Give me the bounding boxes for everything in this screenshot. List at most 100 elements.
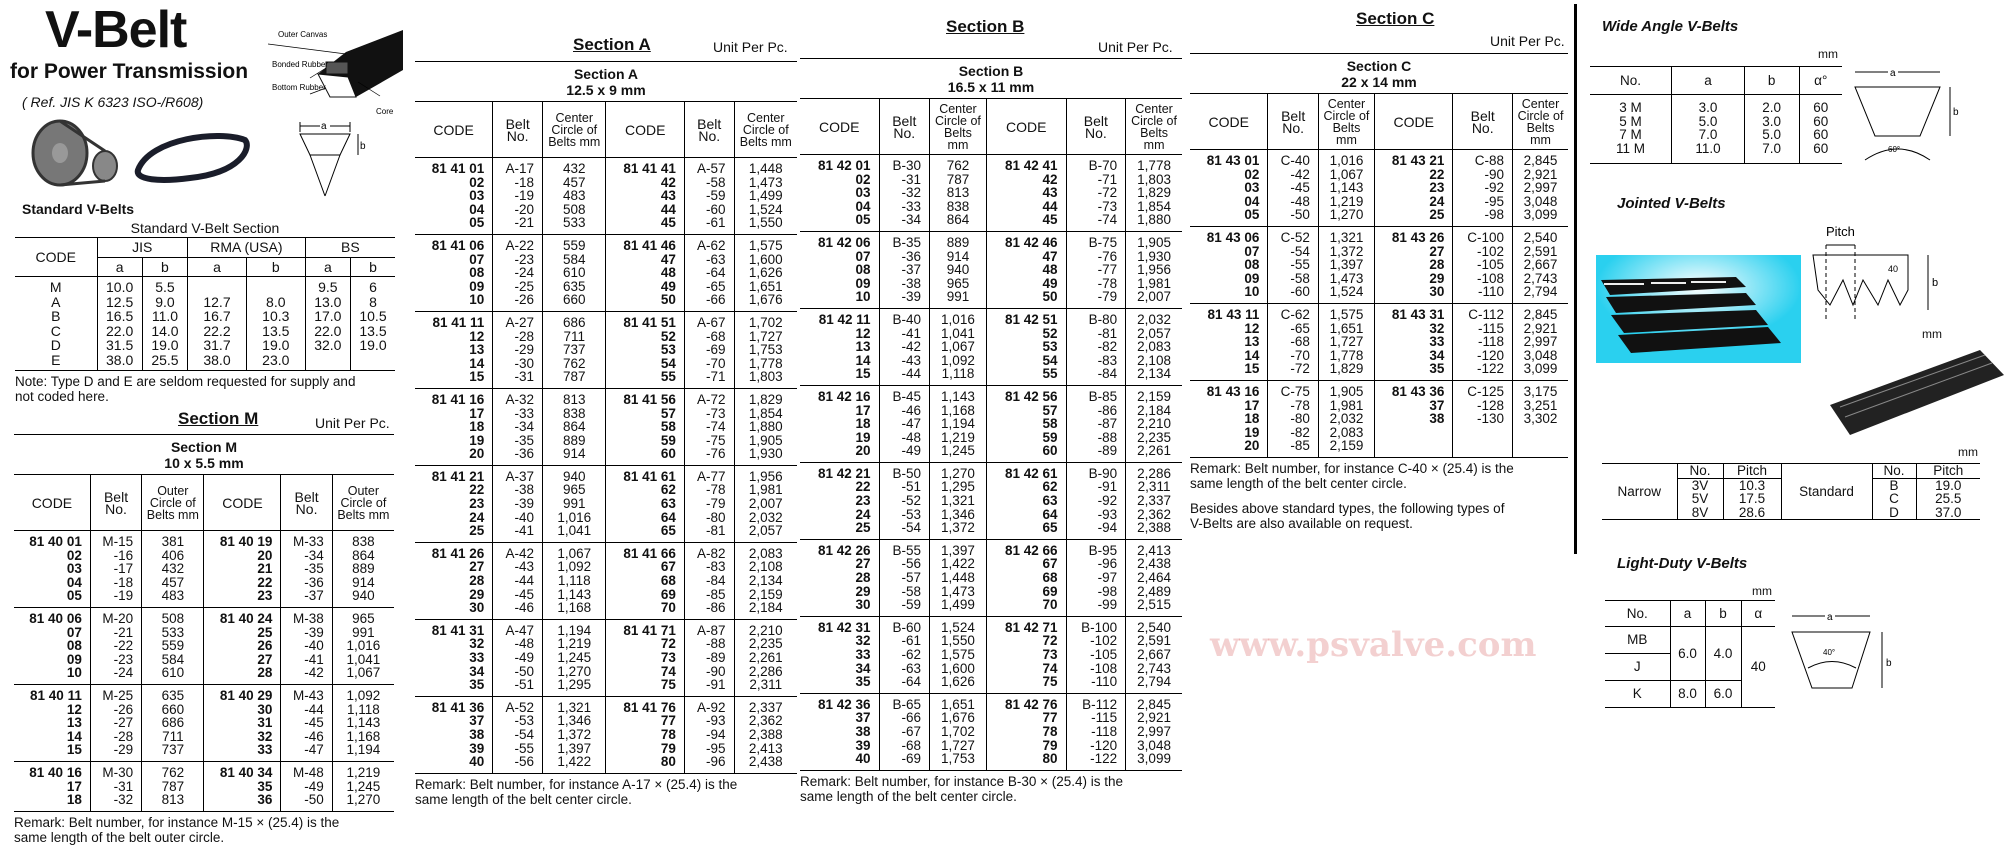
length-mm: 838 bbox=[946, 198, 970, 214]
belt-no: C-112 bbox=[1468, 306, 1504, 322]
narrow-cells: 10.3 17.5 28.6 bbox=[1723, 478, 1782, 520]
belt-no: -38 bbox=[514, 482, 534, 498]
table-row-group: 81 43 01 02 03 04 05 C-40 -42 -45 -48 -50 1,016 1,0… bbox=[1190, 149, 1568, 227]
code: 69 bbox=[660, 586, 676, 602]
code: 81 40 34 bbox=[219, 764, 273, 780]
belt-no: C-100 bbox=[1467, 229, 1504, 245]
length-mm: 686 bbox=[562, 314, 586, 330]
code: 37 bbox=[1429, 397, 1445, 413]
length-mm: 483 bbox=[161, 588, 185, 604]
length-mm: 2,134 bbox=[748, 573, 783, 589]
section-a-heading: Section A bbox=[573, 35, 651, 54]
code: 81 43 21 bbox=[1391, 153, 1445, 168]
code: 08 bbox=[1244, 257, 1260, 273]
jointed-pitch-table: Narrow No. Pitch Standard No. Pitch 3V 5V… bbox=[1602, 463, 1980, 520]
length-mm: 711 bbox=[162, 728, 184, 744]
code: 33 bbox=[855, 647, 871, 662]
belt-no: A-92 bbox=[697, 699, 726, 715]
code: 24 bbox=[855, 506, 871, 522]
table-row-group: 81 42 36 37 38 39 40 B-65 -66 -67 -68 -69 1,651 1,6… bbox=[800, 693, 1182, 771]
section-a-table: Section A 12.5 x 9 mm CODE Belt No. Center … bbox=[415, 61, 797, 774]
belt-no: B-80 bbox=[1088, 311, 1118, 327]
belt-no: -95 bbox=[706, 740, 726, 756]
belt-no: B-100 bbox=[1081, 619, 1118, 635]
label-angle: 40 bbox=[1888, 264, 1898, 274]
code: 22 bbox=[257, 574, 273, 590]
length-mm: 1,829 bbox=[748, 391, 783, 407]
code: 77 bbox=[660, 713, 676, 729]
length-mm: 1,194 bbox=[941, 416, 975, 432]
length-mm: 1,270 bbox=[941, 465, 975, 481]
length-mm: 1,245 bbox=[941, 443, 975, 459]
belt-no: -37 bbox=[304, 588, 324, 604]
code: 81 40 16 bbox=[29, 764, 82, 780]
belt-no: -29 bbox=[514, 342, 534, 358]
belt-no: -36 bbox=[514, 446, 534, 462]
belt-no: -80 bbox=[706, 509, 726, 525]
length-mm: 1,651 bbox=[1329, 320, 1364, 336]
cell: 37.0 bbox=[1935, 504, 1962, 520]
cell: 10.5 bbox=[359, 308, 387, 324]
code: 67 bbox=[660, 559, 676, 575]
code: 81 40 01 bbox=[29, 534, 82, 549]
length-mm: 1,346 bbox=[557, 713, 592, 729]
length-mm: 864 bbox=[946, 212, 970, 228]
belt-no: -59 bbox=[901, 597, 921, 613]
cell: 5.5 bbox=[155, 279, 175, 295]
belt-no: -76 bbox=[706, 446, 726, 462]
belt-no: -75 bbox=[706, 432, 726, 448]
length-mm: 2,438 bbox=[1137, 556, 1171, 572]
belt-no: -108 bbox=[1090, 660, 1118, 676]
code: 20 bbox=[1244, 438, 1260, 454]
belt-no: -70 bbox=[706, 355, 726, 371]
cell: 16.7 bbox=[203, 308, 231, 324]
length-mm: 584 bbox=[562, 251, 586, 267]
belt-no: -102 bbox=[1090, 633, 1118, 649]
belt-no: -56 bbox=[514, 754, 534, 770]
length-mm: 914 bbox=[946, 248, 970, 264]
length-mm: 889 bbox=[562, 432, 586, 448]
section-m-unit: Unit Per Pc. bbox=[315, 415, 390, 431]
table-row-group: 81 42 06 07 08 09 10 B-35 -36 -37 -38 -39 889 914 94… bbox=[800, 231, 1182, 309]
length-mm: 1,727 bbox=[748, 328, 783, 344]
code: 09 bbox=[855, 275, 871, 291]
code: 58 bbox=[660, 419, 676, 435]
length-mm: 1,727 bbox=[941, 737, 975, 753]
belt-no: -76 bbox=[1097, 248, 1118, 264]
code: 81 43 36 bbox=[1391, 383, 1445, 399]
code: 14 bbox=[469, 355, 485, 371]
code: 31 bbox=[257, 715, 273, 731]
code: 27 bbox=[1429, 243, 1445, 259]
watermark: www.psvalve.com bbox=[1210, 625, 1537, 665]
length-mm: 432 bbox=[562, 161, 586, 176]
code: 05 bbox=[1244, 207, 1260, 223]
cell: 60 bbox=[1813, 113, 1829, 129]
length-mm: 2,921 bbox=[1137, 710, 1171, 726]
belt-no: -55 bbox=[514, 740, 534, 756]
col-pitch: Pitch bbox=[1916, 463, 1980, 479]
cell: 8.0 bbox=[266, 293, 286, 310]
jointed-belt-image bbox=[1596, 255, 1801, 363]
cell-a: 8.0 bbox=[1670, 680, 1706, 708]
belt-no: -88 bbox=[1097, 429, 1118, 445]
code: 72 bbox=[660, 636, 676, 652]
belt-no: -79 bbox=[1097, 289, 1118, 305]
cell: D bbox=[50, 337, 61, 353]
belt-no: -72 bbox=[1290, 361, 1310, 377]
label-angle: 40° bbox=[1823, 648, 1835, 657]
belt-no: -58 bbox=[1290, 270, 1310, 286]
belt-no: -96 bbox=[706, 754, 726, 770]
standard-cells: 19.0 25.5 37.0 bbox=[1916, 478, 1980, 520]
belt-no: B-70 bbox=[1088, 158, 1118, 173]
length-mm: 1,600 bbox=[941, 660, 975, 676]
code: 50 bbox=[1042, 289, 1058, 305]
length-mm: 2,057 bbox=[1137, 325, 1171, 341]
code: 04 bbox=[855, 198, 871, 214]
length-mm: 1,778 bbox=[1329, 347, 1364, 363]
code: 20 bbox=[469, 446, 485, 462]
length-mm: 1,626 bbox=[748, 265, 783, 281]
cell: 2.0 bbox=[1762, 100, 1782, 115]
belt-no: A-47 bbox=[505, 622, 534, 638]
column-header: CODE bbox=[800, 98, 880, 155]
col-bs: BS bbox=[305, 237, 395, 258]
